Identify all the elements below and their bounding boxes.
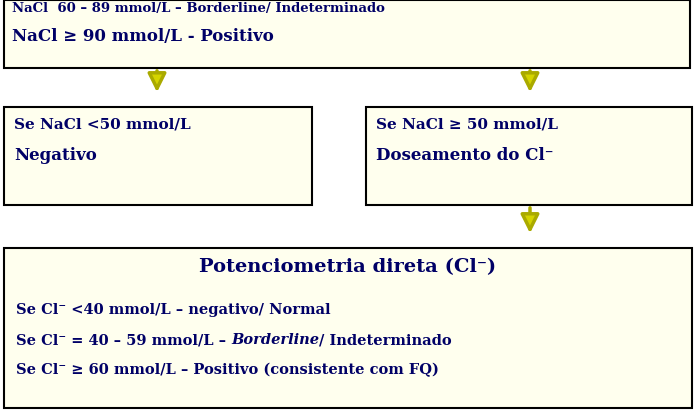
Text: / Indeterminado: / Indeterminado <box>319 333 452 347</box>
Text: Se NaCl <50 mmol/L: Se NaCl <50 mmol/L <box>14 117 191 131</box>
Text: Potenciometria direta (Cl⁻): Potenciometria direta (Cl⁻) <box>200 258 496 276</box>
Text: NaCl ≥ 90 mmol/L - Positivo: NaCl ≥ 90 mmol/L - Positivo <box>12 28 274 45</box>
Text: Borderline: Borderline <box>231 333 319 347</box>
Text: Negativo: Negativo <box>14 147 97 164</box>
Text: Se NaCl ≥ 50 mmol/L: Se NaCl ≥ 50 mmol/L <box>376 117 558 131</box>
Text: Se Cl⁻ <40 mmol/L – negativo/ Normal: Se Cl⁻ <40 mmol/L – negativo/ Normal <box>16 303 331 317</box>
FancyBboxPatch shape <box>4 107 312 205</box>
FancyBboxPatch shape <box>4 0 690 68</box>
FancyBboxPatch shape <box>366 107 692 205</box>
Text: Doseamento do Cl⁻: Doseamento do Cl⁻ <box>376 147 554 164</box>
FancyBboxPatch shape <box>4 248 692 408</box>
Text: NaCl  60 – 89 mmol/L – Borderline/ Indeterminado: NaCl 60 – 89 mmol/L – Borderline/ Indete… <box>12 2 385 15</box>
Text: Se Cl⁻ = 40 – 59 mmol/L –: Se Cl⁻ = 40 – 59 mmol/L – <box>16 333 231 347</box>
Text: Se Cl⁻ ≥ 60 mmol/L – Positivo (consistente com FQ): Se Cl⁻ ≥ 60 mmol/L – Positivo (consisten… <box>16 363 439 377</box>
